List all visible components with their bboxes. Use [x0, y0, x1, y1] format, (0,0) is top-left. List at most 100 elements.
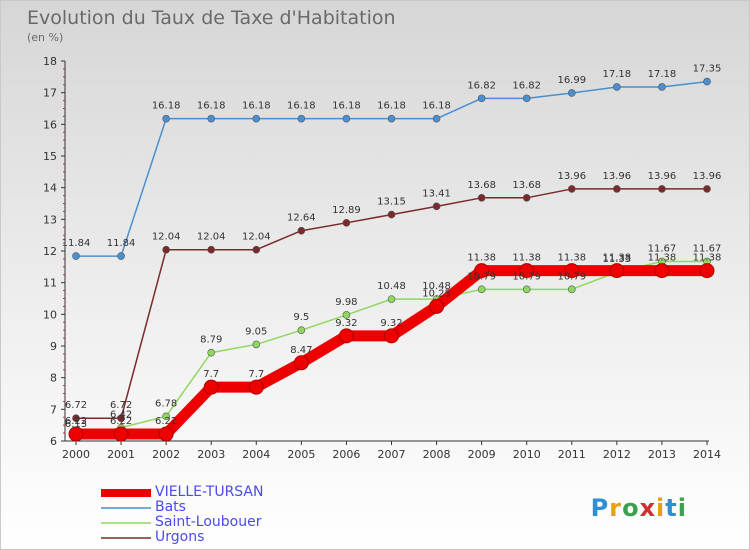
data-point	[113, 426, 129, 442]
data-label: 9.32	[380, 318, 402, 329]
x-tick-label: 2014	[693, 448, 721, 461]
data-point	[387, 295, 396, 303]
data-point	[519, 263, 535, 279]
data-label: 10.48	[422, 281, 451, 292]
legend-item-saint-loubouer: Saint-Loubouer	[101, 515, 264, 530]
data-point	[342, 114, 351, 123]
data-point	[207, 245, 216, 254]
data-label: 11.38	[557, 253, 586, 264]
data-point	[387, 210, 396, 219]
data-point	[654, 263, 670, 279]
data-point	[342, 219, 351, 227]
y-tick-label: 16	[43, 118, 57, 131]
data-label: 17.18	[648, 69, 677, 80]
data-label: 6.72	[110, 400, 132, 411]
x-tick-label: 2010	[513, 448, 541, 461]
data-point	[432, 202, 441, 211]
data-point	[162, 114, 170, 123]
data-label: 7.7	[203, 369, 219, 380]
data-label: 16.18	[152, 101, 181, 112]
x-tick-label: 2008	[423, 448, 451, 461]
data-label: 13.41	[422, 188, 451, 199]
data-label: 10.48	[377, 281, 406, 292]
data-label: 6.78	[155, 398, 177, 409]
data-point	[477, 194, 486, 202]
legend-label: Bats	[155, 499, 186, 515]
data-label: 16.82	[467, 80, 496, 91]
x-tick-label: 2013	[648, 448, 676, 461]
data-label: 12.64	[287, 213, 316, 224]
y-tick-label: 12	[43, 245, 57, 258]
data-label: 16.18	[242, 101, 271, 112]
data-point	[703, 185, 711, 193]
data-point	[567, 89, 576, 97]
data-point	[567, 185, 576, 193]
data-label: 6.42	[110, 410, 132, 421]
data-label: 13.96	[557, 171, 586, 182]
data-point	[252, 114, 261, 123]
data-label: 16.18	[287, 101, 316, 112]
data-point	[522, 285, 531, 294]
data-point	[252, 245, 261, 254]
x-tick-label: 2001	[107, 448, 135, 461]
data-point	[567, 285, 576, 294]
x-tick-label: 2009	[468, 448, 496, 461]
data-label: 16.18	[197, 101, 226, 112]
data-label: 11.38	[512, 253, 541, 264]
data-label: 6.22	[155, 416, 177, 427]
data-point	[203, 379, 219, 395]
y-tick-label: 14	[43, 182, 57, 195]
x-tick-label: 2012	[603, 448, 631, 461]
data-point	[609, 263, 625, 279]
y-tick-label: 18	[43, 55, 57, 68]
x-tick-label: 2005	[287, 448, 315, 461]
legend-label: VIELLE-TURSAN	[155, 484, 264, 500]
data-point	[703, 77, 711, 86]
data-point	[658, 83, 666, 91]
data-point	[252, 340, 261, 349]
legend: VIELLE-TURSAN Bats Saint-Loubouer Urgons	[101, 485, 264, 545]
y-tick-label: 10	[43, 308, 57, 321]
chart-title: Evolution du Taux de Taxe d'Habitation	[27, 7, 396, 29]
data-point	[477, 285, 486, 294]
legend-label: Saint-Loubouer	[155, 514, 262, 530]
data-label: 12.04	[152, 232, 181, 243]
data-point	[297, 226, 306, 235]
data-label: 6.22	[65, 416, 87, 427]
data-label: 12.89	[332, 205, 361, 216]
data-label: 8.47	[290, 345, 312, 356]
data-label: 16.18	[332, 101, 361, 112]
y-tick-label: 6	[50, 435, 57, 448]
data-point	[68, 426, 84, 442]
x-tick-label: 2002	[152, 448, 180, 461]
data-label: 11.38	[467, 253, 496, 264]
data-label: 6.22	[110, 416, 132, 427]
data-point	[342, 311, 351, 319]
data-label: 10.79	[512, 271, 541, 282]
data-label: 10.79	[557, 271, 586, 282]
data-label: 13.96	[603, 171, 632, 182]
data-point	[162, 245, 170, 254]
data-label: 13.96	[648, 171, 677, 182]
data-point	[564, 263, 580, 279]
proxiti-logo: Proxiti	[590, 494, 687, 522]
data-label: 16.82	[512, 80, 541, 91]
x-tick-label: 2004	[242, 448, 270, 461]
y-tick-label: 8	[50, 372, 57, 385]
data-label: 11.84	[62, 238, 91, 249]
legend-item-vielle-tursan: VIELLE-TURSAN	[101, 485, 264, 500]
data-point	[658, 185, 666, 193]
data-label: 12.04	[242, 232, 271, 243]
x-tick-label: 2003	[197, 448, 225, 461]
data-point	[117, 414, 125, 423]
data-point	[207, 348, 216, 357]
data-label: 11.67	[648, 243, 677, 254]
data-label: 13.68	[512, 180, 541, 191]
data-point	[699, 263, 715, 279]
data-label: 17.35	[693, 64, 722, 75]
y-tick-label: 13	[43, 213, 57, 226]
data-point	[207, 114, 216, 123]
data-point	[293, 355, 309, 371]
